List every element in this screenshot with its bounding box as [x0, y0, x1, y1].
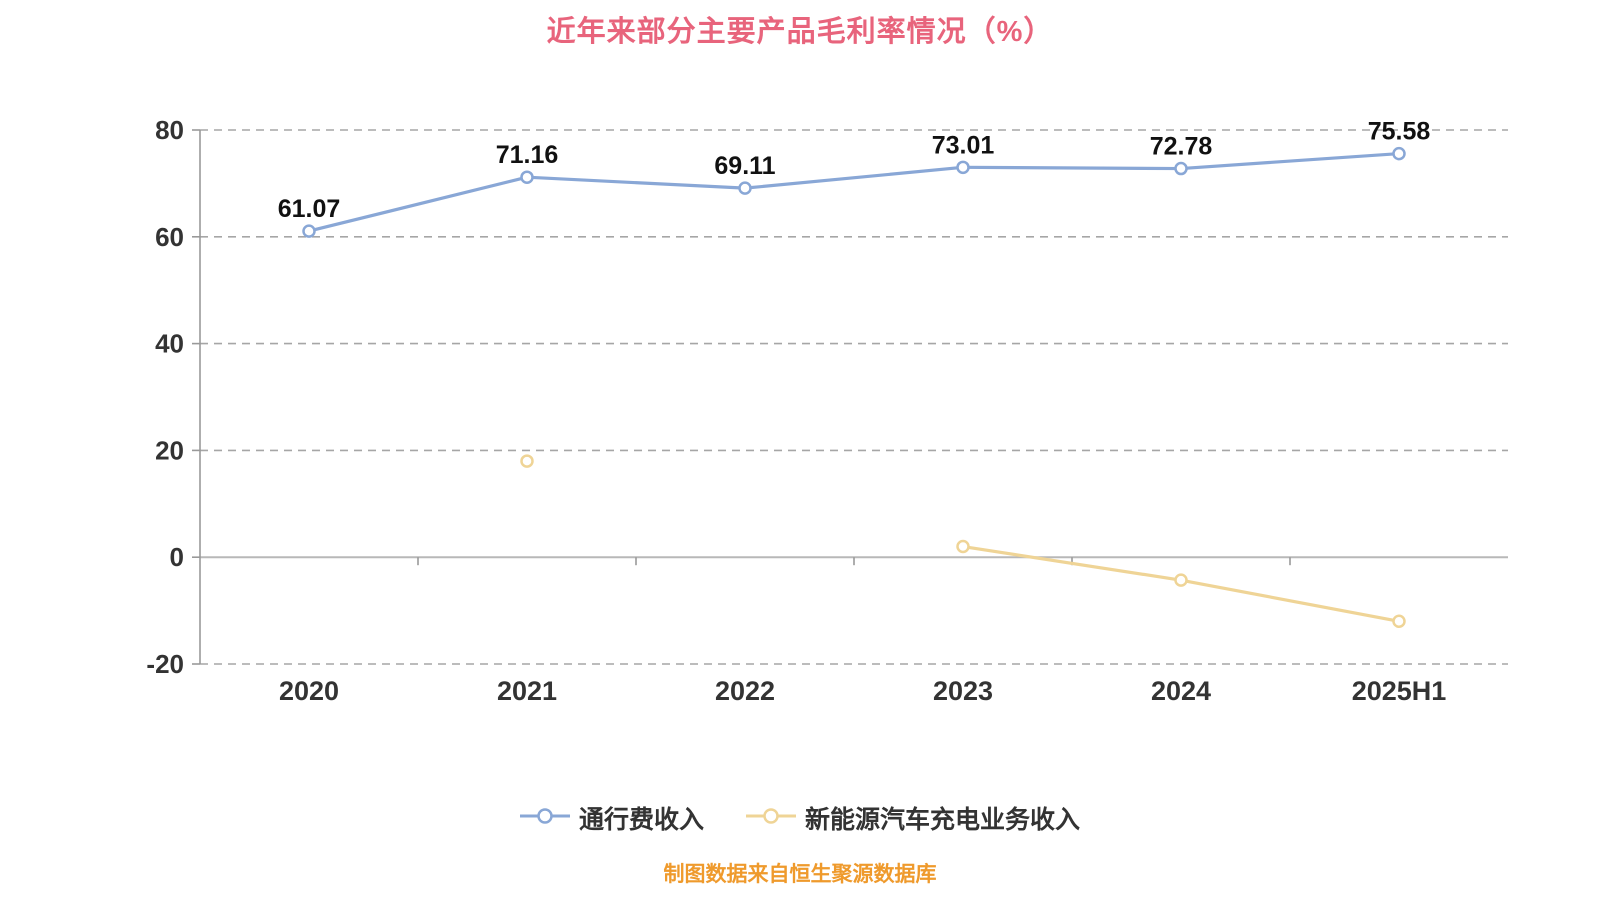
legend-marker-blue-icon: [519, 806, 570, 831]
line-chart: -20 0 20 40 60 80 2020 2021 2022 2023 2024 2025H1 61…: [146, 115, 1508, 706]
y-tick-label: 40: [155, 329, 184, 359]
data-label: 75.58: [1368, 118, 1431, 146]
series-line-segment: [525, 175, 747, 190]
y-tick-label: 60: [155, 222, 184, 252]
data-point: [520, 170, 534, 184]
series-line-segment: [961, 165, 1183, 171]
series-line-segment: [1179, 152, 1401, 171]
data-point: [1392, 614, 1406, 629]
data-point: [520, 454, 534, 468]
legend-label-toll-revenue: 通行费收入: [578, 806, 704, 834]
x-tick-label: 2025H1: [1352, 676, 1447, 706]
data-label: 61.07: [278, 195, 341, 223]
x-tick-label: 2022: [715, 676, 775, 706]
y-tick-label: 80: [155, 115, 184, 145]
data-point: [1174, 161, 1188, 176]
x-tick-label: 2021: [497, 676, 557, 706]
chart-title: 近年来部分主要产品毛利率情况（%）: [546, 16, 1054, 48]
data-point: [1392, 146, 1406, 161]
data-label: 69.11: [714, 152, 775, 180]
data-label: 72.78: [1150, 133, 1213, 161]
legend-label-ev-charging: 新能源汽车充电业务收入: [805, 806, 1081, 834]
legend-item-ev-charging[interactable]: 新能源汽车充电业务收入: [746, 800, 1080, 836]
legend-item-toll-revenue[interactable]: 通行费收入: [519, 800, 704, 836]
series-line-segment: [1179, 578, 1401, 623]
y-tick-label: -20: [146, 649, 184, 679]
series-line-segment: [307, 175, 529, 233]
legend: 通行费收入 新能源汽车充电业务收入: [0, 800, 1600, 836]
y-tick-label: 0: [170, 542, 184, 572]
x-tick-label: 2023: [933, 676, 993, 706]
data-point: [302, 224, 316, 238]
series-line-segment: [961, 544, 1183, 582]
x-tick-label: 2020: [279, 676, 339, 706]
data-point: [738, 181, 752, 195]
data-point: [1174, 573, 1188, 587]
data-label: 73.01: [932, 131, 995, 159]
y-tick-label: 20: [155, 435, 184, 465]
data-source-note: 制图数据来自恒生聚源数据库: [663, 863, 937, 886]
data-point: [956, 160, 970, 175]
x-tick-label: 2024: [1151, 676, 1211, 706]
data-point: [956, 539, 970, 554]
legend-marker-yellow-icon: [746, 806, 796, 831]
data-label: 71.16: [496, 141, 559, 169]
series-line-segment: [743, 165, 965, 190]
